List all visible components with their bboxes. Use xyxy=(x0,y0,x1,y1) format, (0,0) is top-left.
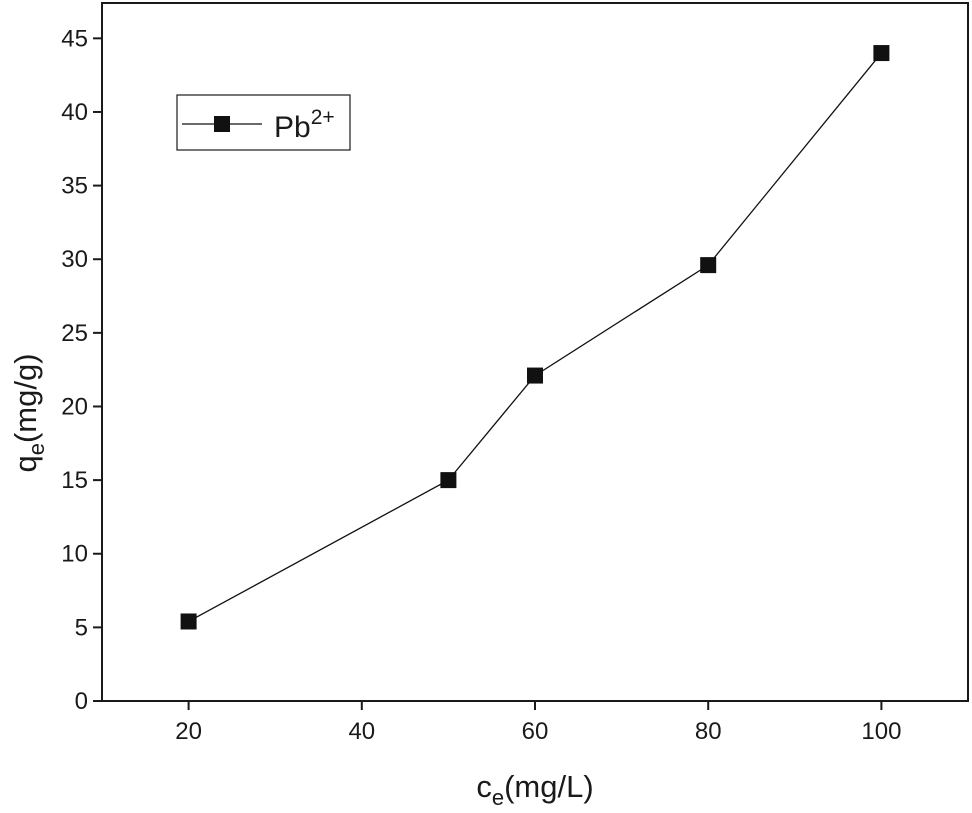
y-tick-label: 45 xyxy=(61,25,88,52)
legend-box xyxy=(176,94,351,151)
y-tick-label: 0 xyxy=(75,688,88,715)
y-tick-label: 35 xyxy=(61,173,88,200)
legend-name: Pb xyxy=(274,111,311,144)
legend-marker xyxy=(214,116,230,132)
marker xyxy=(700,257,717,274)
x-tick-label: 40 xyxy=(348,718,375,745)
legend-label: Pb2+ xyxy=(274,106,335,144)
x-tick-label: 100 xyxy=(861,718,901,745)
marker xyxy=(873,45,890,62)
x-label-suffix: (mg/L) xyxy=(504,769,594,804)
y-tick-label: 10 xyxy=(61,541,88,568)
x-tick-label: 20 xyxy=(175,718,202,745)
x-tick-label: 60 xyxy=(522,718,549,745)
y-axis-label: qe(mg/g) xyxy=(8,353,49,472)
marker xyxy=(180,613,197,630)
x-tick-label: 80 xyxy=(695,718,722,745)
x-label-main: c xyxy=(476,769,492,804)
x-axis-label: ce(mg/L) xyxy=(476,769,593,810)
y-tick-label: 20 xyxy=(61,393,88,420)
marker xyxy=(527,367,543,384)
legend-superscript: 2+ xyxy=(311,106,335,129)
marker xyxy=(440,472,457,489)
y-label-main: q xyxy=(8,455,43,472)
y-tick-label: 5 xyxy=(75,614,88,641)
y-tick-label: 40 xyxy=(61,99,88,126)
y-tick-label: 15 xyxy=(61,467,88,494)
y-label-suffix: (mg/g) xyxy=(8,353,43,443)
x-label-sub: e xyxy=(492,785,504,810)
y-label-sub: e xyxy=(24,443,49,455)
y-tick-label: 25 xyxy=(61,320,88,347)
legend: Pb2+ xyxy=(176,94,351,151)
y-tick-label: 30 xyxy=(61,246,88,273)
